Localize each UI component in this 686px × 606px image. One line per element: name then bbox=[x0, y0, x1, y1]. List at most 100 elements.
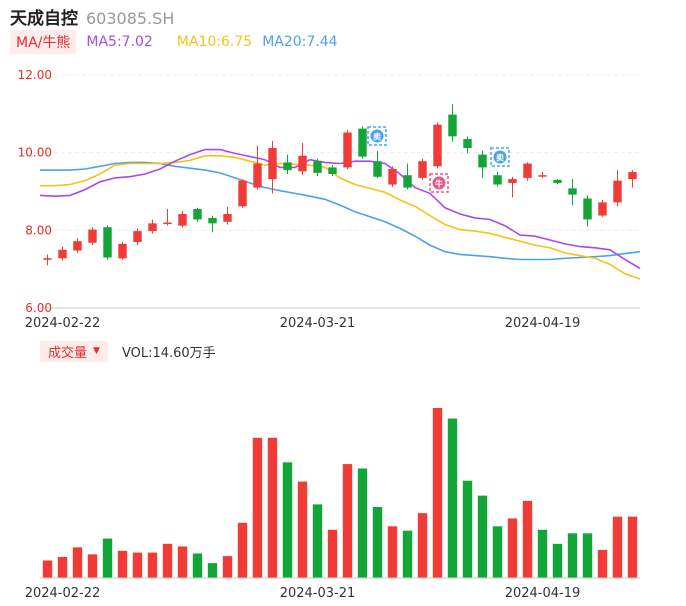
volume-bar bbox=[42, 560, 53, 578]
stock-header: 天成自控 603085.SH bbox=[10, 4, 175, 29]
price-grid bbox=[40, 74, 640, 309]
candle bbox=[553, 179, 562, 185]
candle-body bbox=[628, 172, 637, 180]
candle bbox=[508, 176, 517, 198]
candle-body bbox=[538, 175, 547, 177]
sell-marker-frame bbox=[490, 147, 510, 167]
candle-body bbox=[283, 162, 292, 171]
volume-bar bbox=[222, 556, 233, 578]
candle bbox=[418, 158, 427, 180]
sell-marker-icon bbox=[493, 150, 507, 164]
candle bbox=[583, 195, 592, 227]
volume-bar bbox=[87, 554, 98, 578]
candle bbox=[163, 208, 172, 226]
stock-code: 603085.SH bbox=[86, 9, 175, 28]
candle bbox=[403, 163, 412, 190]
volume-bar bbox=[207, 563, 218, 578]
candle-body bbox=[553, 179, 562, 183]
volume-bar bbox=[72, 547, 83, 578]
volume-bar bbox=[447, 418, 458, 578]
volume-bar bbox=[102, 538, 113, 578]
candle-body bbox=[418, 161, 427, 178]
candle bbox=[463, 136, 472, 154]
candle-body bbox=[268, 148, 277, 180]
candle bbox=[223, 207, 232, 225]
volume-bar bbox=[282, 462, 293, 578]
buy-marker-frame bbox=[429, 173, 449, 193]
volume-bar bbox=[252, 437, 263, 578]
candle-body bbox=[568, 188, 577, 195]
candle bbox=[88, 227, 97, 246]
volume-bar bbox=[237, 522, 248, 578]
candle bbox=[628, 170, 637, 188]
candle-body bbox=[598, 202, 607, 216]
sell-marker-text: 卖 bbox=[496, 153, 504, 163]
candle bbox=[103, 225, 112, 260]
candle-body bbox=[583, 198, 592, 220]
candle bbox=[118, 241, 127, 260]
candle-body bbox=[223, 214, 232, 222]
candle bbox=[268, 141, 277, 194]
candle-body bbox=[358, 128, 367, 157]
candle bbox=[298, 142, 307, 176]
ma-lines bbox=[39, 148, 641, 280]
candle-body bbox=[103, 227, 112, 258]
candle bbox=[343, 130, 352, 169]
volume-bar bbox=[297, 481, 308, 578]
price-tick-label: 10.00 bbox=[18, 146, 52, 160]
candle bbox=[253, 145, 262, 190]
volume-bar bbox=[417, 513, 428, 578]
candle bbox=[148, 219, 157, 234]
ma10-line bbox=[40, 155, 641, 280]
volume-bar bbox=[372, 507, 383, 578]
candle bbox=[448, 104, 457, 142]
candle-body bbox=[433, 124, 442, 167]
candle-body bbox=[388, 168, 397, 185]
volume-bar bbox=[177, 546, 188, 578]
candle bbox=[58, 246, 67, 261]
sell-marker-text: 卖 bbox=[373, 132, 381, 142]
candle-body bbox=[448, 114, 457, 137]
candle bbox=[373, 150, 382, 178]
volume-x-axis: 2024-02-22 2024-03-21 2024-04-19 bbox=[25, 586, 581, 601]
buy-marker-1[interactable]: 牛 bbox=[429, 173, 449, 193]
volume-legend: 成交量 ▼ VOL:14.60万手 bbox=[40, 340, 216, 362]
candle-body bbox=[133, 231, 142, 242]
ma10-label: MA10:6.75 bbox=[176, 34, 253, 50]
volume-bar bbox=[477, 495, 488, 578]
candle-body bbox=[403, 175, 412, 188]
candle bbox=[358, 126, 367, 159]
ma-toggle-button[interactable]: MA/牛熊 bbox=[10, 30, 77, 54]
volume-bar bbox=[552, 543, 563, 578]
price-x-tick-label: 2024-02-22 bbox=[25, 316, 101, 331]
sell-marker-frame bbox=[367, 126, 387, 146]
candle-body bbox=[373, 161, 382, 177]
volume-bar bbox=[462, 480, 473, 578]
volume-x-tick-label: 2024-03-21 bbox=[280, 586, 356, 601]
volume-indicator-dropdown[interactable]: 成交量 ▼ bbox=[40, 340, 108, 362]
candle-body bbox=[508, 179, 517, 183]
price-tick-label: 6.00 bbox=[25, 301, 52, 315]
volume-bar bbox=[342, 464, 353, 578]
candle bbox=[388, 166, 397, 187]
candle-body bbox=[478, 154, 487, 168]
candle-body bbox=[298, 155, 307, 172]
candle bbox=[328, 165, 337, 176]
volume-bar bbox=[192, 553, 203, 578]
ma5-label: MA5:7.02 bbox=[86, 34, 153, 50]
candle-body bbox=[73, 241, 82, 251]
candle-body bbox=[178, 214, 187, 226]
sell-marker-2[interactable]: 卖 bbox=[490, 147, 510, 167]
buy-marker-icon bbox=[432, 176, 446, 190]
price-axis: 12.00 10.00 8.00 6.00 bbox=[18, 68, 52, 315]
sell-marker-1[interactable]: 卖 bbox=[367, 126, 387, 146]
candle bbox=[73, 238, 82, 253]
candle bbox=[568, 179, 577, 206]
candle-body bbox=[613, 180, 622, 203]
sell-marker-icon bbox=[370, 129, 384, 143]
candle bbox=[133, 228, 142, 246]
candle-body bbox=[313, 161, 322, 173]
price-tick-label: 12.00 bbox=[18, 68, 52, 82]
price-x-tick-label: 2024-04-19 bbox=[505, 316, 581, 331]
